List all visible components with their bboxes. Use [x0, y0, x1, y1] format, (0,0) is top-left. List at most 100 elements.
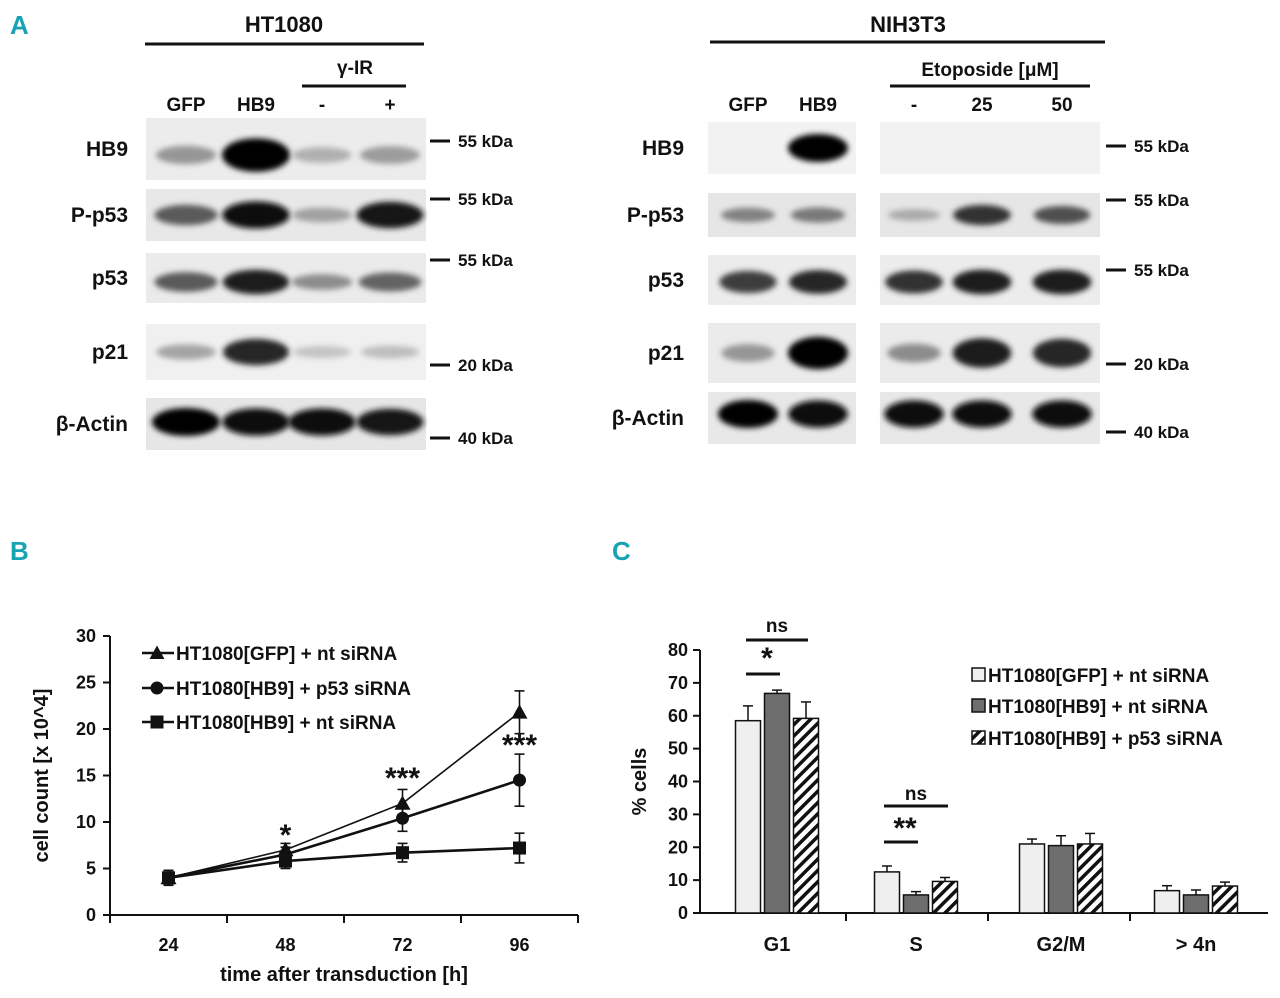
panel-b-letter: B: [10, 536, 29, 566]
c-bar: [873, 871, 901, 914]
nih3t3-band: [952, 400, 1012, 428]
c-legend-swatch: [971, 667, 986, 682]
nih3t3-band: [952, 338, 1012, 368]
ht1080-band: [291, 274, 353, 290]
ht1080-protein-label: HB9: [86, 138, 128, 161]
c-bar: [1076, 843, 1104, 914]
ht1080-row: β-Actin 40 kDa: [56, 398, 513, 450]
panel-c: C 0 10 20 30 40 50 60 70 80 G1 S G2/M > 4n % cells ns *…: [612, 536, 1268, 956]
nih3t3-band: [1032, 338, 1092, 368]
nih3t3-band: [788, 133, 848, 163]
nih3t3-row: HB9 55 kDa: [642, 122, 1189, 174]
ht1080-band: [356, 408, 424, 436]
ht1080-band: [155, 145, 217, 165]
c-x-tick-label: G1: [764, 934, 791, 956]
b-point-triangle: [511, 704, 528, 719]
panel-a: A HT1080 γ-IR GFP HB9 - + HB9 55 kDa P-p53 55 …: [10, 10, 1189, 450]
b-point-square: [150, 715, 164, 729]
nih3t3-row: p53 55 kDa: [648, 255, 1189, 305]
b-y-tick-label: 20: [76, 719, 96, 739]
c-legend-item: HT1080[HB9] + p53 siRNA: [971, 729, 1223, 750]
b-series-line: [168, 778, 520, 880]
nih3t3-band: [952, 269, 1012, 295]
c-bar: [1018, 843, 1046, 914]
ht1080-band: [222, 269, 290, 295]
ht1080-title: HT1080: [245, 12, 323, 37]
c-legend-item: HT1080[GFP] + nt siRNA: [971, 666, 1209, 687]
b-series-line: [168, 846, 520, 880]
b-legend-item: HT1080[HB9] + p53 siRNA: [142, 679, 411, 700]
c-y-tick-label: 70: [668, 673, 688, 693]
ht1080-row: p21 20 kDa: [92, 324, 513, 380]
ht1080-protein-label: p53: [92, 267, 128, 290]
nih3t3-lane-label: -: [911, 95, 917, 116]
b-significance: *: [280, 819, 292, 852]
c-legend-label: HT1080[GFP] + nt siRNA: [988, 666, 1209, 687]
nih3t3-band: [719, 270, 777, 294]
c-bar: [902, 894, 930, 914]
nih3t3-row: p21 20 kDa: [648, 323, 1189, 383]
ht1080-marker-label: 55 kDa: [458, 132, 513, 151]
growth-chart: 0 5 10 15 20 25 30 24 48 72 96 time after transduct…: [31, 626, 579, 986]
b-point-circle: [396, 811, 409, 825]
c-bar: [931, 880, 959, 914]
ht1080-band: [222, 408, 290, 436]
ht1080-marker-label: 20 kDa: [458, 356, 513, 375]
ht1080-blot: HT1080 γ-IR GFP HB9 - + HB9 55 kDa P-p53 55 kD…: [56, 12, 513, 450]
b-point-circle: [513, 773, 526, 787]
panel-a-letter: A: [10, 10, 29, 40]
b-x-tick-label: 96: [509, 935, 529, 955]
c-significance-label: ns: [905, 784, 927, 805]
ht1080-band: [223, 338, 289, 366]
c-bar: [1153, 889, 1181, 914]
ht1080-band: [152, 407, 220, 437]
c-bar: [1182, 894, 1210, 914]
ht1080-band: [358, 272, 422, 292]
b-legend-label: HT1080[HB9] + p53 siRNA: [176, 679, 411, 700]
ht1080-lane-label: GFP: [166, 95, 205, 116]
nih3t3-lane-label: GFP: [728, 95, 767, 116]
ht1080-marker-label: 55 kDa: [458, 190, 513, 209]
ht1080-band: [356, 201, 424, 229]
ht1080-band: [292, 207, 352, 223]
nih3t3-treatment-label: Etoposide [μM]: [921, 60, 1058, 81]
nih3t3-marker-label: 55 kDa: [1134, 261, 1189, 280]
ht1080-lane-label: HB9: [237, 95, 275, 116]
c-legend-swatch: [971, 730, 986, 745]
ht1080-lane-label: -: [319, 95, 325, 116]
c-y-tick-label: 10: [668, 870, 688, 890]
b-y-tick-label: 25: [76, 673, 96, 693]
nih3t3-protein-label: p53: [648, 269, 684, 292]
nih3t3-band: [885, 270, 943, 294]
b-legend-label: HT1080[HB9] + nt siRNA: [176, 713, 396, 734]
b-legend-item: HT1080[GFP] + nt siRNA: [142, 644, 397, 665]
b-series: [162, 832, 526, 887]
ht1080-band: [360, 345, 420, 359]
nih3t3-lane-label: HB9: [799, 95, 837, 116]
c-bar: [1047, 844, 1075, 914]
nih3t3-band: [788, 400, 848, 428]
c-bar: [763, 692, 791, 914]
c-y-tick-label: 50: [668, 739, 688, 759]
nih3t3-protein-label: HB9: [642, 137, 684, 160]
nih3t3-band: [887, 343, 941, 363]
ht1080-band: [292, 147, 352, 163]
nih3t3-band: [718, 399, 778, 429]
c-legend-item: HT1080[HB9] + nt siRNA: [971, 697, 1208, 718]
b-x-tick-label: 24: [158, 935, 178, 955]
nih3t3-band: [884, 400, 944, 428]
ht1080-row: P-p53 55 kDa: [71, 189, 513, 241]
c-legend-label: HT1080[HB9] + p53 siRNA: [988, 729, 1223, 750]
c-significance-label: *: [761, 642, 773, 675]
b-significance: ***: [502, 729, 537, 762]
c-y-tick-label: 80: [668, 640, 688, 660]
nih3t3-title: NIH3T3: [870, 12, 946, 37]
b-y-tick-label: 0: [86, 905, 96, 925]
b-y-tick-label: 30: [76, 626, 96, 646]
c-bar: [1211, 885, 1239, 914]
nih3t3-blot-strip: [880, 122, 1100, 174]
nih3t3-protein-label: β-Actin: [612, 407, 684, 430]
ht1080-row: p53 55 kDa: [92, 251, 513, 303]
ht1080-band: [222, 201, 290, 229]
